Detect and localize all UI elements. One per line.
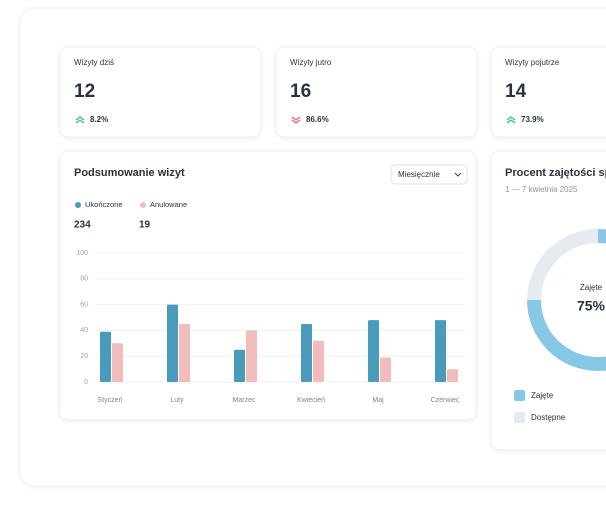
legend-dot [75, 202, 81, 208]
legend-label: Zajęte [531, 391, 554, 400]
donut-subtitle: 1 — 7 kwietnia 2025 [505, 185, 578, 194]
y-tick-label: 60 [80, 301, 88, 308]
dropdown[interactable] [390, 164, 468, 185]
kpi-card [490, 46, 606, 138]
legend-label: Ukończone [85, 200, 123, 209]
bar [301, 323, 312, 382]
dropdown-icon[interactable] [454, 172, 462, 177]
donut-card [490, 150, 606, 451]
y-tick-label: 40 [80, 327, 88, 334]
legend-label: Dostępne [531, 413, 566, 422]
x-tick-label: Luty [170, 397, 184, 404]
x-tick-label: Maj [372, 397, 384, 404]
bar [313, 340, 324, 382]
bar [368, 320, 379, 382]
dropdown-label[interactable]: Miesięcznie [398, 170, 440, 179]
chart-title: Podsumowanie wizyt [74, 167, 185, 179]
legend-dot [140, 202, 146, 208]
donut-title: Procent zajętości sp [505, 167, 606, 179]
bar [167, 304, 178, 382]
bar [100, 331, 111, 382]
kpi-value: 12 [74, 81, 95, 102]
y-tick-label: 100 [76, 250, 88, 257]
bar [447, 369, 458, 382]
bar [112, 343, 123, 382]
legend-swatch [514, 390, 525, 401]
x-tick-label: Czerwiec [431, 397, 460, 404]
legend-label: Anulowane [150, 200, 187, 209]
trend-icon [291, 116, 301, 124]
kpi-value: 14 [505, 81, 527, 102]
bar [380, 357, 391, 382]
bar [246, 330, 257, 382]
bar [179, 323, 190, 382]
donut-segment [527, 229, 606, 371]
kpi-change: 86.6% [306, 115, 329, 124]
donut-center-value: 75% [577, 298, 606, 314]
kpi-value: 16 [290, 81, 311, 102]
kpi-label: Wizyty jutro [290, 58, 332, 67]
donut-center-label: Zajęte [580, 283, 603, 292]
series-total: 19 [139, 220, 151, 231]
x-tick-label: Kwiecień [297, 397, 325, 404]
series-total: 234 [74, 220, 91, 231]
kpi-card [59, 46, 262, 138]
x-tick-label: Marzec [233, 397, 256, 404]
kpi-change: 73.9% [521, 115, 544, 124]
kpi-change: 8.2% [90, 115, 108, 124]
y-tick-label: 20 [80, 353, 88, 360]
x-tick-label: Styczeń [98, 397, 123, 404]
donut-segment [527, 229, 599, 301]
y-tick-label: 80 [80, 276, 88, 283]
bar [234, 349, 245, 382]
bar [435, 320, 446, 382]
kpi-label: Wizyty dziś [74, 58, 114, 67]
kpi-label: Wizyty pojutrze [505, 58, 560, 67]
trend-icon [75, 116, 85, 124]
legend-swatch [514, 412, 525, 423]
trend-icon [506, 116, 516, 124]
y-tick-label: 0 [84, 379, 88, 386]
kpi-card [275, 46, 478, 138]
